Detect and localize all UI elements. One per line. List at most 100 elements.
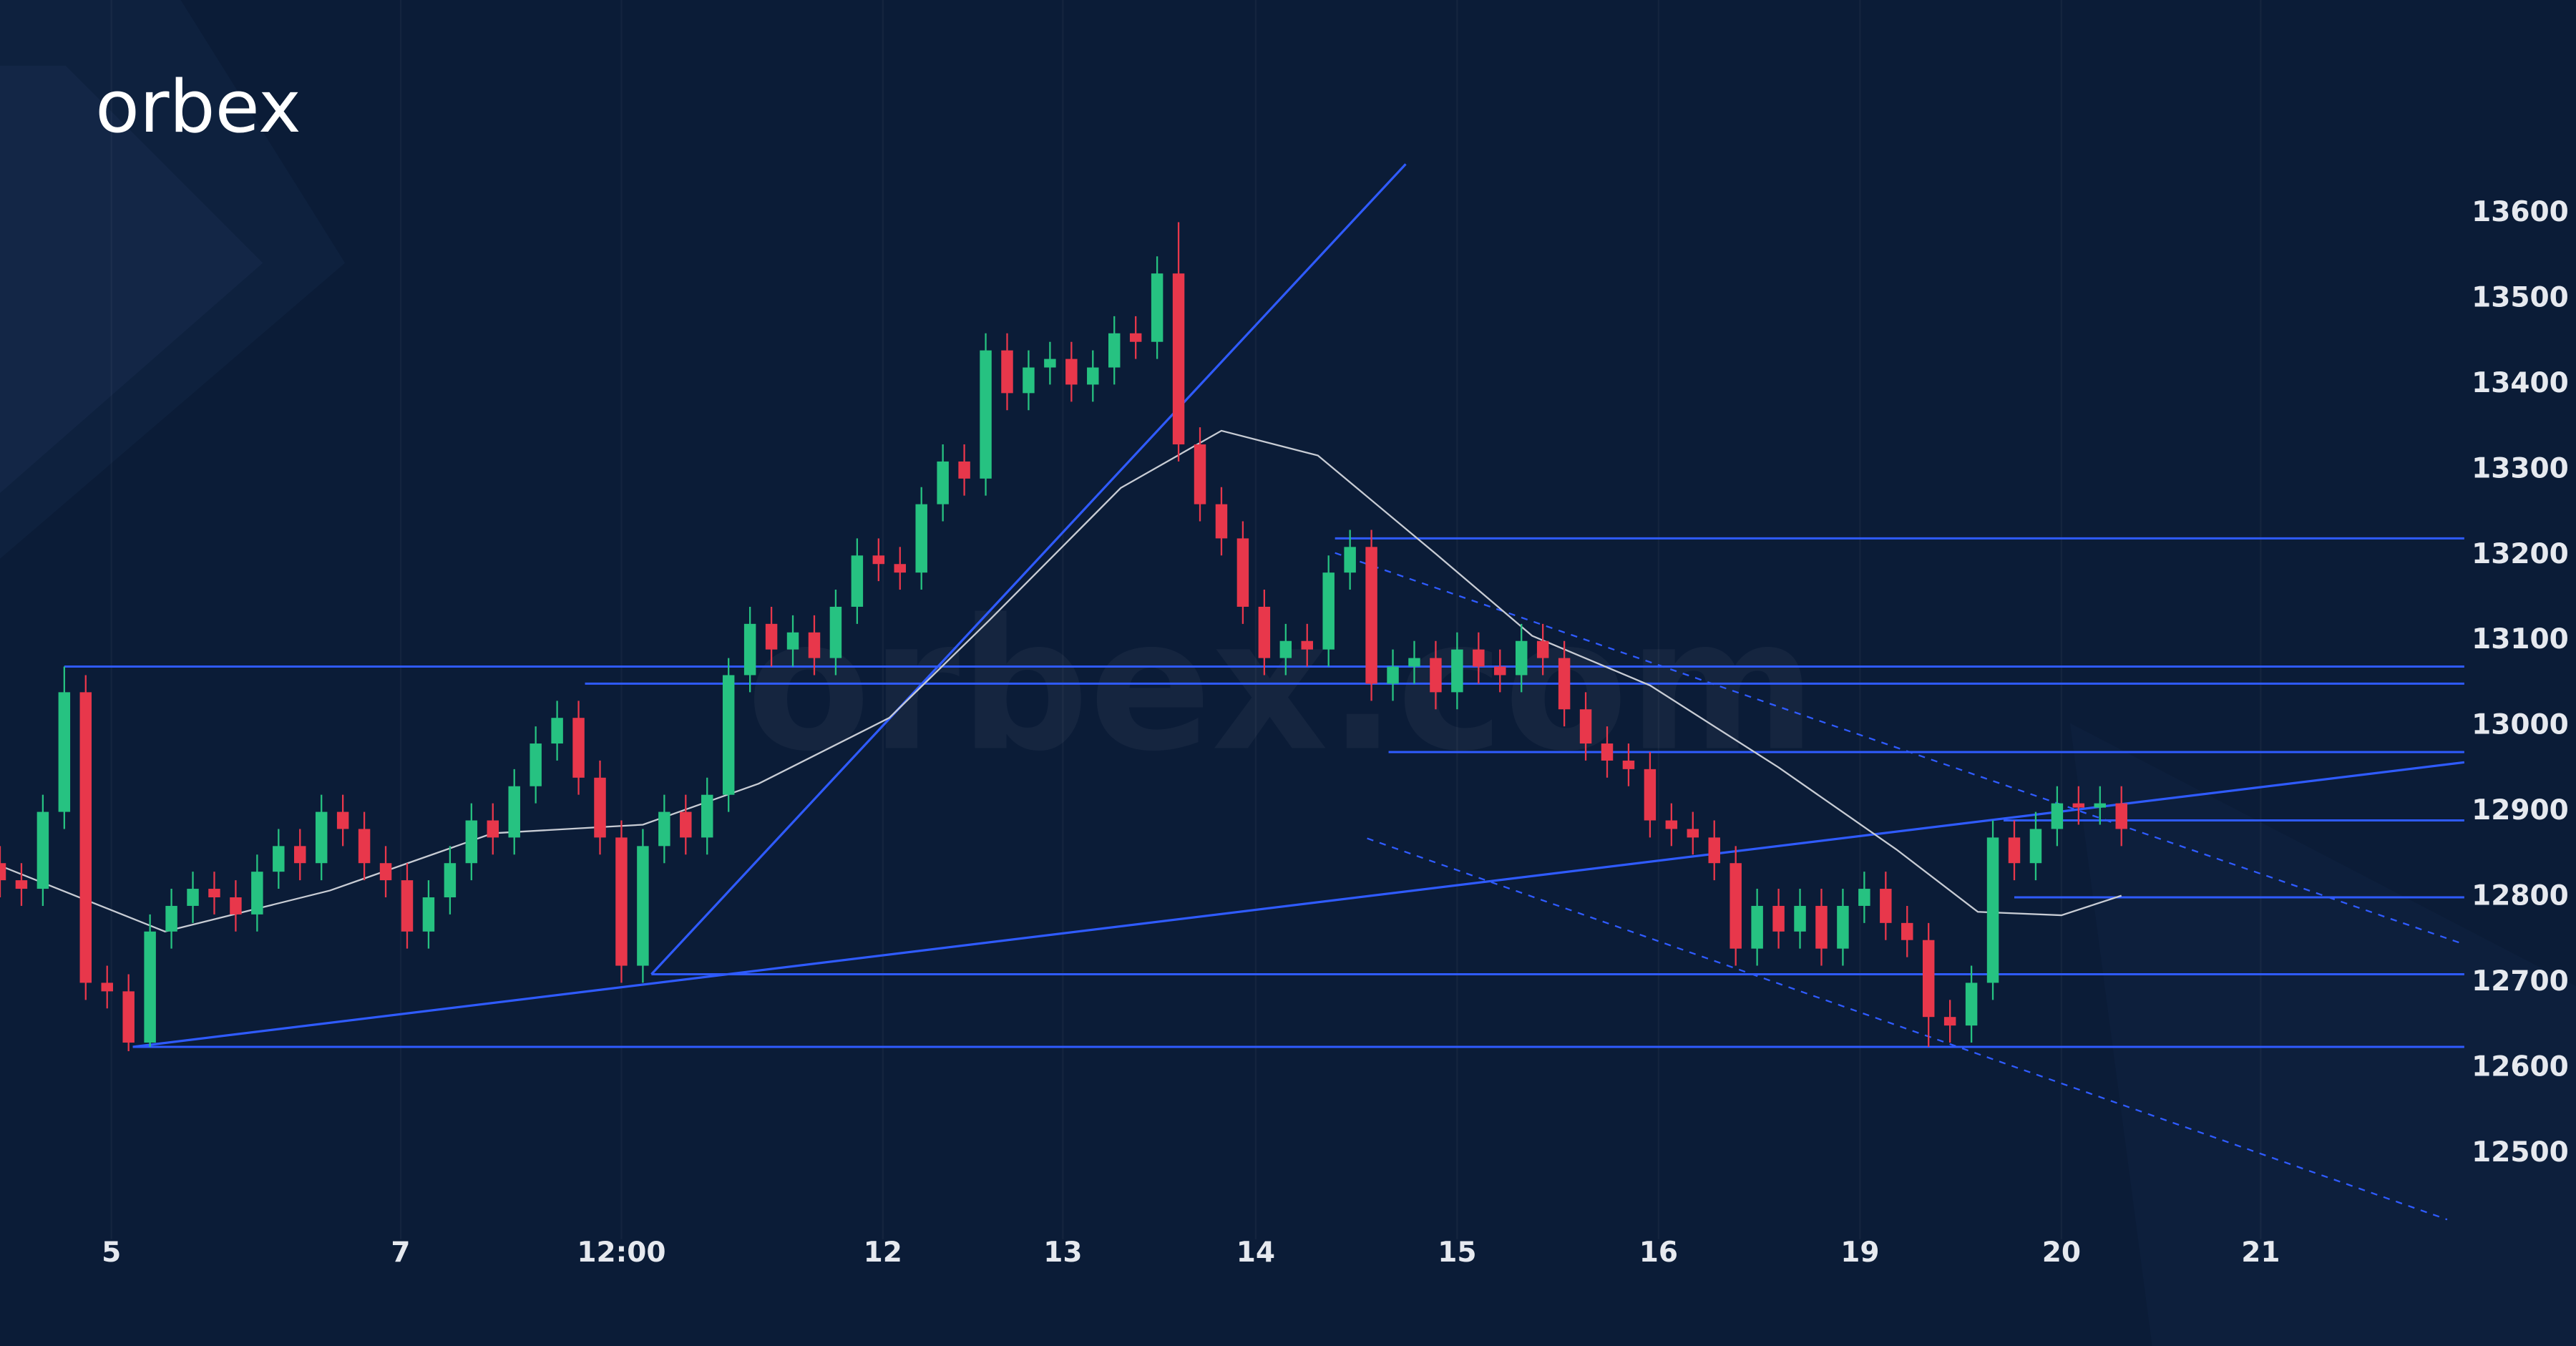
candle-body [1344,547,1356,573]
watermark: orbex.com [746,580,1816,791]
x-tick-label: 19 [1840,1237,1879,1269]
candle-body [1729,863,1742,949]
candle-body [208,889,220,897]
candle-body [165,905,177,932]
candle-body [915,504,927,573]
trend-line [1335,552,2465,945]
logo: orbex [95,64,301,149]
candle-body [701,794,713,838]
candle-body [122,991,135,1043]
candle-body [144,931,156,1043]
decor [0,65,263,494]
x-tick-label: 14 [1236,1237,1275,1269]
candle-body [1322,572,1335,650]
candle-body [379,863,392,881]
candle-body [1665,820,1678,829]
candle-body [358,829,371,864]
candle-body [1001,350,1013,394]
decor [2069,723,2576,1346]
candle-body [273,846,285,872]
candle-body [1622,760,1635,769]
candle-body [894,564,906,573]
candle-body [594,777,606,838]
x-tick-label: 5 [102,1237,121,1269]
candle-body [487,820,499,838]
candle-body [1258,606,1271,658]
candle-body [1430,658,1442,693]
candle-body [1601,743,1614,761]
candle-body [101,982,113,992]
candle-body [1922,940,1935,1018]
candle-body [15,880,28,889]
candle-body [1687,829,1699,838]
candle-body [572,718,585,778]
candle-body [2029,829,2042,864]
y-tick-label: 13200 [2472,538,2569,570]
candle-body [1151,273,1163,342]
candle-body [1365,547,1377,684]
candle-body [1772,905,1785,932]
candle-body [1301,640,1313,650]
y-tick-label: 13400 [2472,367,2569,399]
candle-body [851,555,864,607]
candle-body [1023,367,1035,394]
trend-line [650,163,1407,975]
candle-body [743,623,756,676]
y-tick-label: 12800 [2472,879,2569,912]
candle-body [1087,367,1099,385]
candle-body [2094,803,2107,808]
y-tick-label: 12700 [2472,965,2569,998]
x-tick-label: 7 [391,1237,410,1269]
candle-body [1751,905,1763,949]
candle-body [2072,803,2085,808]
candle-body [1536,640,1549,658]
candle-body [444,863,457,897]
candle-body [1858,889,1870,906]
y-tick-label: 12500 [2472,1136,2569,1169]
candle-body [722,675,735,795]
candle-body [1473,649,1485,667]
candle-body [1129,333,1142,342]
x-tick-label: 20 [2042,1237,2081,1269]
candle-body [980,350,992,479]
x-tick-label: 15 [1438,1237,1476,1269]
candle-body [1965,982,1978,1026]
candle-body [1215,504,1228,539]
candle-body [1279,640,1292,658]
candle-body [58,692,71,812]
candle-body [808,632,821,658]
candle-body [1880,889,1892,923]
candle-body [336,811,349,829]
candle-body [2008,837,2021,864]
candle-body [958,461,970,479]
candle-body [1943,1017,1956,1026]
candle-body [36,811,49,889]
candle-body [786,632,799,650]
candle-body [1901,922,1913,940]
candle-body [422,897,435,932]
candle-body [1708,837,1720,864]
x-tick-label: 13 [1043,1237,1082,1269]
y-tick-label: 13500 [2472,281,2569,313]
candle-body [615,837,628,966]
y-tick-label: 13600 [2472,196,2569,228]
y-tick-label: 12600 [2472,1050,2569,1083]
candle-body [1172,273,1185,445]
candle-body [2115,803,2127,829]
candle-body [465,820,478,864]
y-tick-label: 13000 [2472,709,2569,741]
candle-body [1986,837,1999,983]
y-tick-label: 12900 [2472,794,2569,826]
candle-body [230,897,242,915]
candle-body [1644,769,1657,821]
candle-body [1108,333,1121,368]
candle-body [829,606,842,658]
candle-body [1579,709,1592,744]
candle-body [1194,444,1206,504]
x-tick-label: 12:00 [577,1237,665,1269]
trend-line [132,761,2465,1048]
candle-body [294,846,306,864]
candle-body [1558,658,1571,710]
